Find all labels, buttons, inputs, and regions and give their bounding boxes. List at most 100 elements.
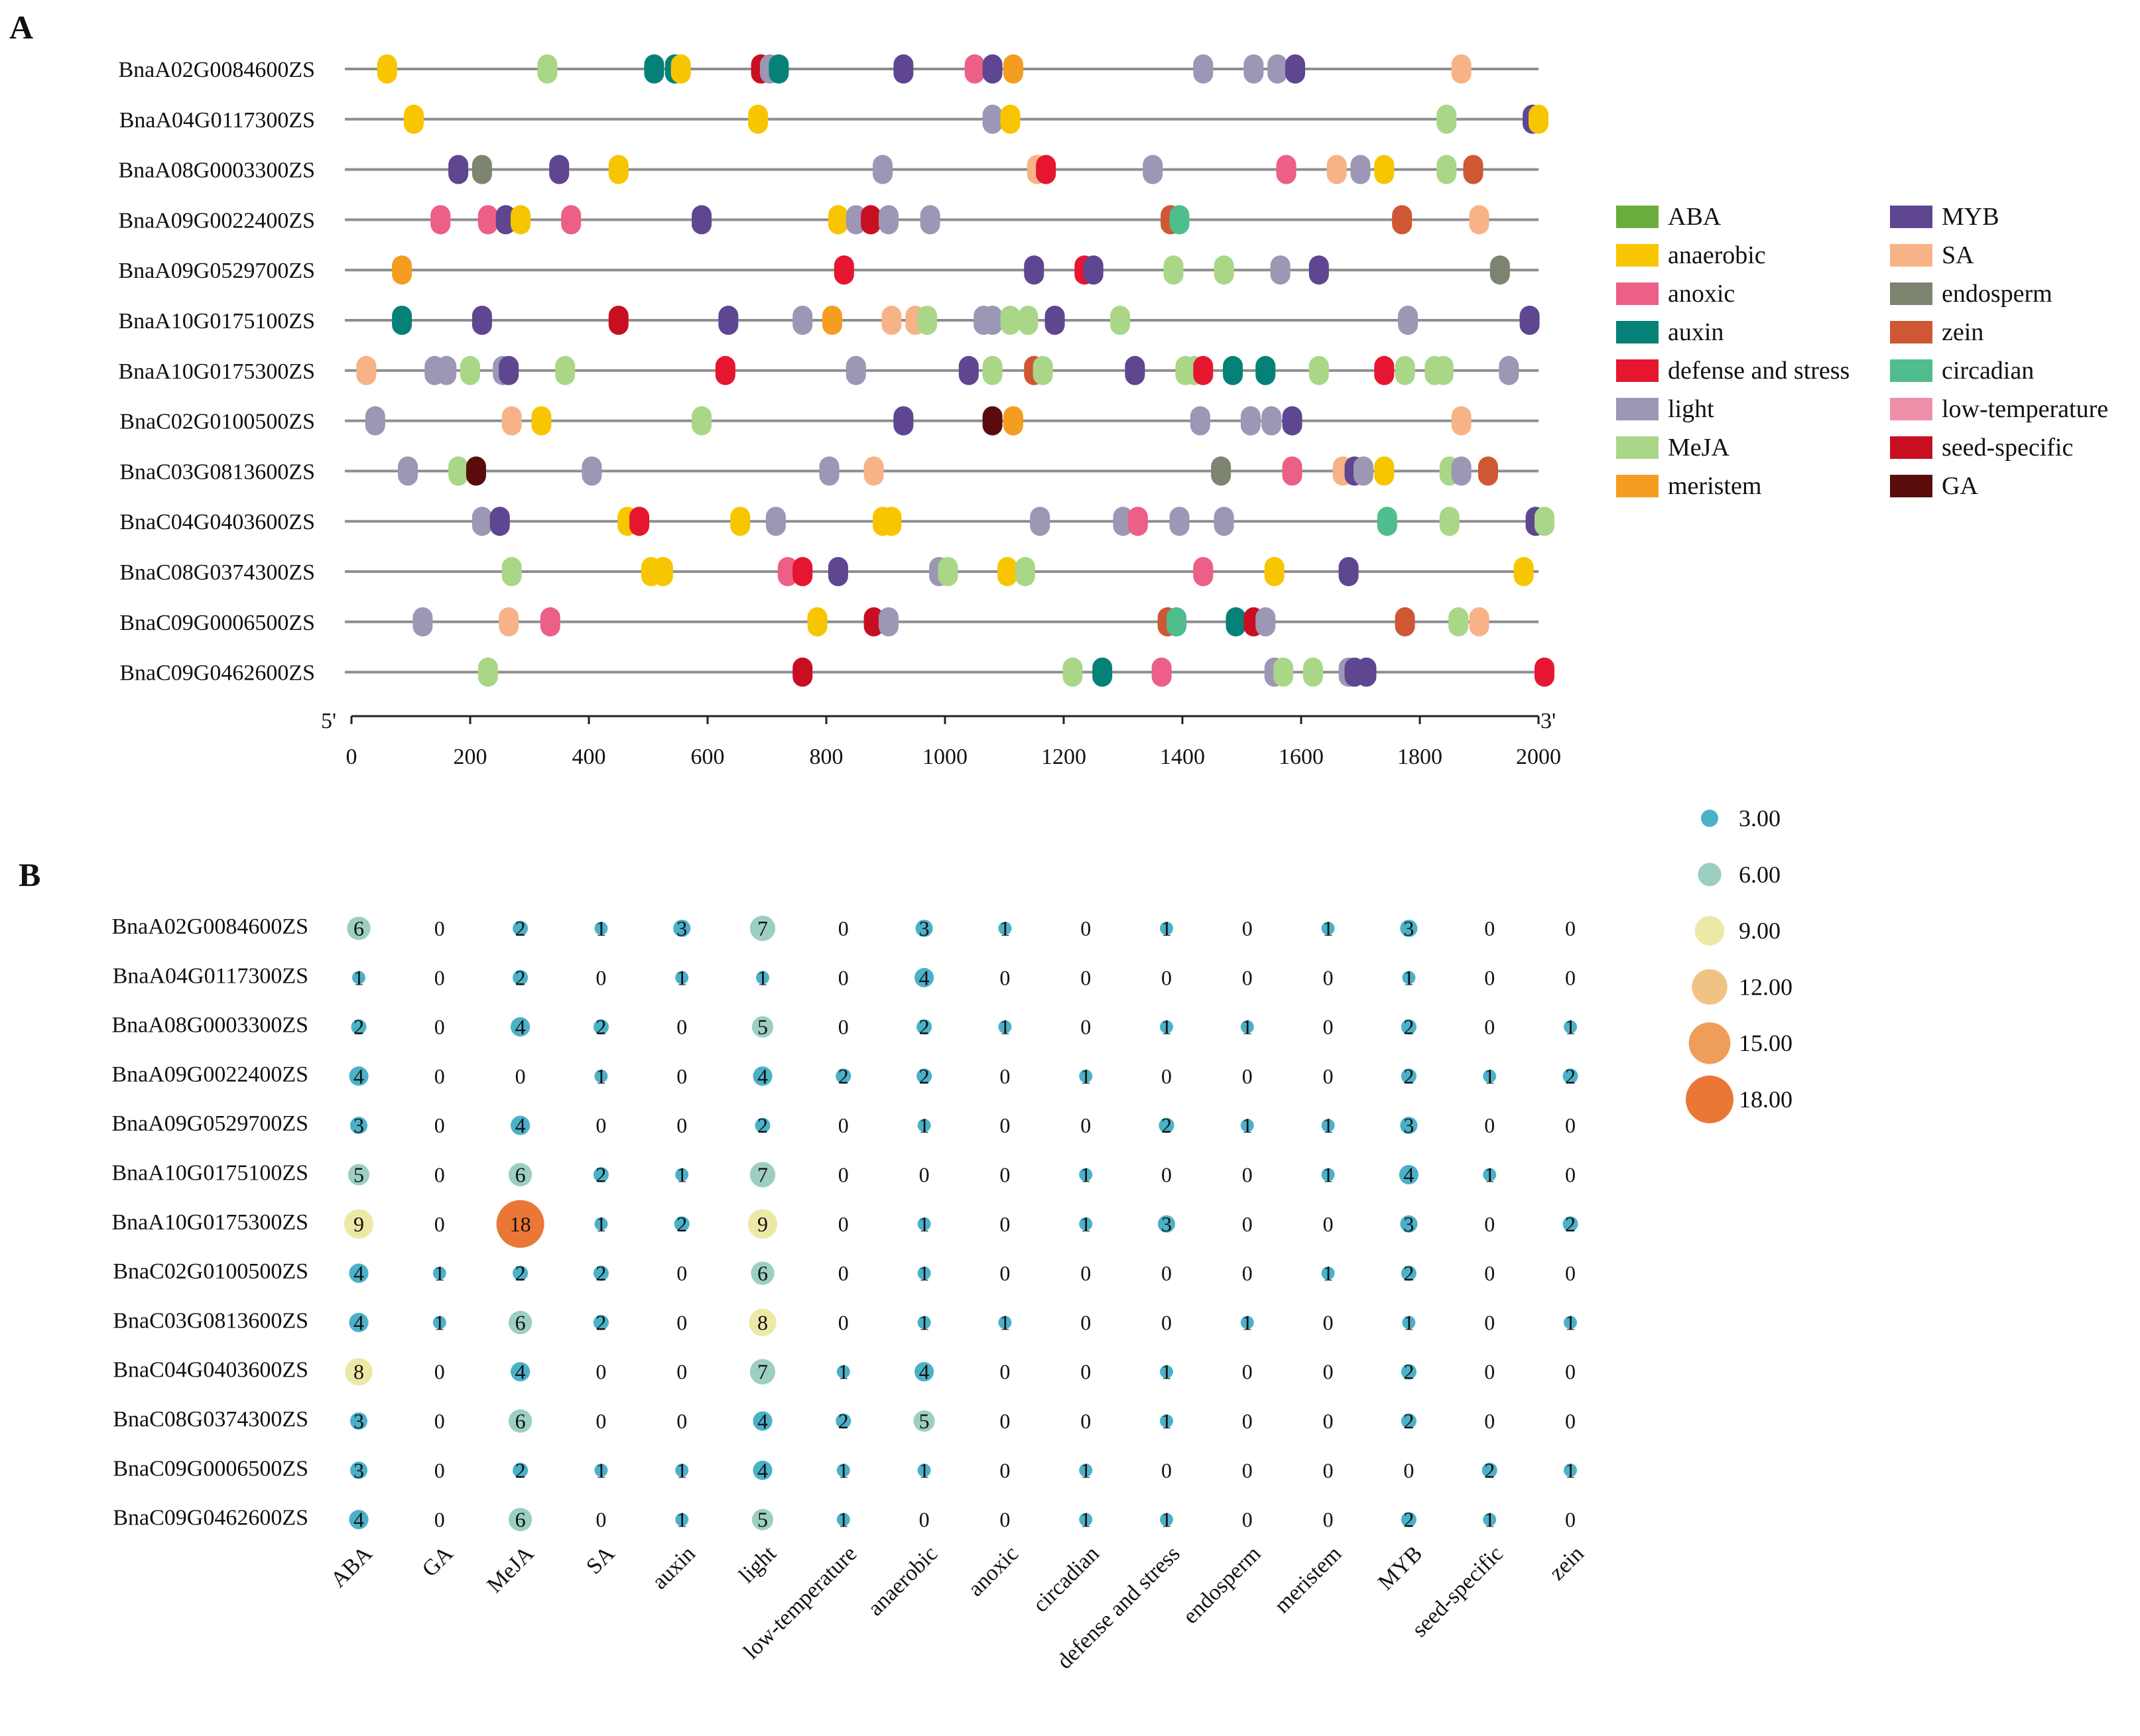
element-myb bbox=[1044, 306, 1065, 335]
bubble bbox=[1159, 1117, 1174, 1133]
bubble-value: 1 bbox=[676, 965, 687, 989]
gene-label: BnaA04G0117300ZS bbox=[119, 108, 315, 133]
legend-swatch-anoxic bbox=[1616, 282, 1659, 305]
bubble-value: 0 bbox=[1565, 916, 1576, 940]
bubble-value: 3 bbox=[676, 916, 687, 940]
legend-label-anoxic: anoxic bbox=[1668, 280, 1735, 308]
bubble-value: 7 bbox=[757, 1360, 768, 1384]
bubble bbox=[675, 1168, 689, 1182]
bubble-value: 0 bbox=[1484, 1261, 1495, 1285]
gene-row: BnaC09G0006500ZS bbox=[119, 607, 1539, 637]
bubble-value: 6 bbox=[515, 1409, 526, 1433]
bubble-value: 1 bbox=[676, 1458, 687, 1482]
bubble bbox=[349, 1510, 369, 1530]
bubble-value: 1 bbox=[596, 1458, 606, 1482]
element-light bbox=[1255, 607, 1276, 637]
bubble bbox=[1160, 1020, 1173, 1034]
element-meja bbox=[692, 406, 712, 436]
legend-label-zein: zein bbox=[1942, 318, 1983, 346]
bubble-value: 1 bbox=[596, 1064, 606, 1088]
bubble bbox=[1400, 1215, 1418, 1233]
gene-label: BnaA09G0022400ZS bbox=[118, 208, 315, 233]
bubble-value: 0 bbox=[1323, 1064, 1334, 1088]
element-auxin bbox=[644, 54, 664, 84]
bubble bbox=[1079, 1513, 1093, 1526]
bubble-value: 3 bbox=[919, 916, 930, 940]
bubble bbox=[675, 1463, 689, 1477]
element-myb bbox=[1125, 355, 1145, 385]
size-legend: 3.00 6.00 9.00 12.00 15.00 18.00 bbox=[1686, 805, 1793, 1123]
legend-swatch-zein bbox=[1890, 321, 1932, 343]
bubble-value: 0 bbox=[999, 965, 1010, 989]
panel-label-b: B bbox=[19, 856, 40, 893]
bubble bbox=[1079, 1217, 1093, 1231]
element-endosperm bbox=[472, 155, 492, 184]
bubble bbox=[749, 1162, 776, 1188]
element-light bbox=[1030, 507, 1050, 536]
element-myb bbox=[1519, 306, 1540, 335]
element-sa bbox=[1451, 406, 1472, 436]
bubble-value: 1 bbox=[1484, 1064, 1495, 1088]
bubble-value: 0 bbox=[676, 1015, 687, 1039]
bubble bbox=[344, 1209, 374, 1239]
bubble bbox=[1160, 1365, 1173, 1379]
bubble-value: 1 bbox=[757, 965, 768, 989]
element-sa bbox=[1326, 155, 1347, 184]
x-tick-label: 2000 bbox=[1516, 745, 1561, 769]
bubble-value: 0 bbox=[1080, 1261, 1091, 1285]
bubble-value: 0 bbox=[1403, 1458, 1414, 1482]
bubble-value: 1 bbox=[999, 916, 1010, 940]
gene-row: BnaA04G0117300ZS bbox=[119, 104, 1548, 134]
element-zein bbox=[1463, 155, 1483, 184]
bubble-row: BnaA09G0022400ZS 4 0 0 1 0 4 2 2 0 1 0 0 0 2 1 2 bbox=[111, 1062, 1578, 1088]
bubble bbox=[751, 1509, 774, 1530]
element-meristem bbox=[1003, 54, 1023, 84]
element-light bbox=[819, 456, 840, 486]
bubble-value: 0 bbox=[434, 1360, 445, 1384]
element-meja bbox=[1214, 255, 1234, 285]
element-anoxic bbox=[1282, 456, 1302, 486]
element-light bbox=[365, 406, 385, 436]
bubble-value: 0 bbox=[676, 1064, 687, 1088]
bubble bbox=[593, 1314, 609, 1330]
bubble-value: 0 bbox=[434, 1212, 445, 1236]
bubble bbox=[1240, 1119, 1254, 1133]
bubble bbox=[917, 1217, 931, 1231]
bubble-value: 1 bbox=[1242, 1113, 1253, 1137]
bubble bbox=[1481, 1462, 1497, 1478]
element-sa bbox=[499, 607, 519, 637]
bubble bbox=[917, 1267, 931, 1280]
element-myb bbox=[499, 355, 519, 385]
bubble-value: 4 bbox=[515, 1113, 526, 1137]
bubble bbox=[1321, 1168, 1335, 1182]
element-meja bbox=[1018, 306, 1039, 335]
gene-label: BnaA10G0175300ZS bbox=[118, 359, 315, 384]
bubble-value: 3 bbox=[353, 1113, 364, 1137]
bubble bbox=[508, 1162, 533, 1187]
element-auxin bbox=[1092, 657, 1113, 687]
x-tick-label: 1200 bbox=[1041, 745, 1086, 769]
bubble-value: 0 bbox=[1323, 1360, 1334, 1384]
element-myb bbox=[1285, 54, 1306, 84]
bubble-value: 2 bbox=[1565, 1212, 1576, 1236]
bubble bbox=[674, 1216, 690, 1232]
element-light bbox=[1267, 54, 1288, 84]
element-anaerobic bbox=[881, 507, 902, 536]
bubble-value: 0 bbox=[434, 1064, 445, 1088]
element-myb bbox=[958, 355, 979, 385]
bubble-value: 0 bbox=[999, 1163, 1010, 1187]
size-legend-label: 9.00 bbox=[1739, 918, 1781, 944]
element-meja bbox=[917, 306, 938, 335]
element-light bbox=[1353, 456, 1373, 486]
element-anaerobic bbox=[511, 205, 531, 235]
bubble-value: 5 bbox=[353, 1163, 364, 1187]
bubble bbox=[755, 1117, 771, 1133]
bubble bbox=[432, 1267, 446, 1280]
bubble-value: 1 bbox=[838, 1508, 849, 1532]
gene-label: BnaA10G0175100ZS bbox=[118, 309, 315, 334]
bubble bbox=[345, 1357, 373, 1386]
element-meja bbox=[555, 355, 576, 385]
bubble-value: 0 bbox=[1484, 1360, 1495, 1384]
bubble bbox=[593, 1265, 609, 1281]
